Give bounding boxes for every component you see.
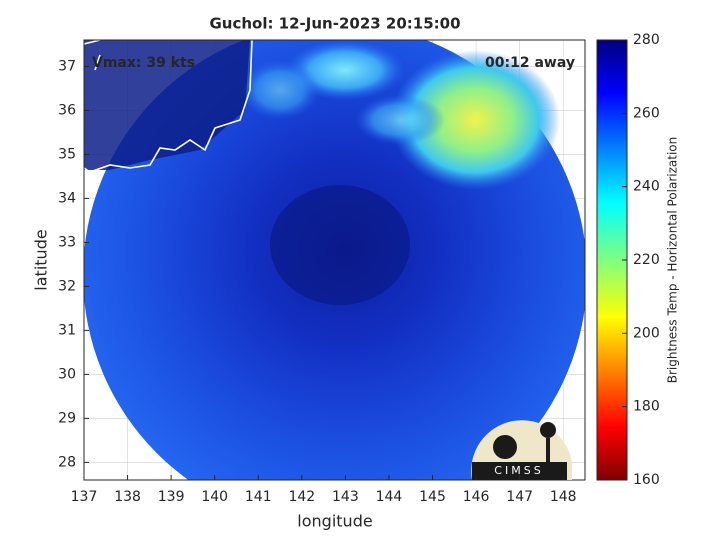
x-tick-label: 140 (201, 489, 228, 505)
logo: CIMSS (471, 420, 572, 480)
x-tick-label: 147 (506, 489, 533, 505)
x-tick-label: 137 (71, 489, 98, 505)
annotation: 00:12 away (485, 55, 575, 71)
x-tick-label: 148 (550, 489, 577, 505)
y-tick-label: 35 (58, 146, 76, 162)
logo-text: CIMSS (494, 464, 543, 477)
colorbar-tick-label: 220 (633, 252, 660, 268)
x-tick-label: 141 (245, 489, 272, 505)
satellite-image (84, 40, 585, 480)
y-tick-label: 30 (58, 366, 76, 382)
colorbar-tick-label: 160 (633, 472, 660, 488)
x-axis-label: longitude (297, 512, 372, 531)
y-tick-label: 34 (58, 190, 76, 206)
y-tick-label: 37 (58, 58, 76, 74)
colorbar-tick-label: 240 (633, 179, 660, 195)
colorbar-tick-label: 180 (633, 399, 660, 415)
plot-border (83, 39, 586, 481)
y-tick-label: 31 (58, 322, 76, 338)
x-tick-label: 146 (463, 489, 490, 505)
colorbar-tick-label: 280 (633, 32, 660, 48)
y-axis-label: latitude (32, 229, 51, 290)
y-tick-label: 33 (58, 234, 76, 250)
y-tick-label: 29 (58, 410, 76, 426)
colorbar-tick-label: 200 (633, 325, 660, 341)
x-tick-label: 144 (376, 489, 403, 505)
colorbar-label: Brightness Temp - Horizontal Polarizatio… (666, 137, 680, 384)
y-tick-label: 36 (58, 102, 76, 118)
chart-title: Guchol: 12-Jun-2023 20:15:00 (209, 15, 460, 33)
x-tick-label: 143 (332, 489, 359, 505)
annotation: Vmax: 39 kts (92, 55, 195, 71)
x-tick-label: 139 (158, 489, 185, 505)
x-tick-label: 145 (419, 489, 446, 505)
colorbar-tick-label: 260 (633, 105, 660, 121)
x-tick-label: 142 (288, 489, 315, 505)
x-tick-label: 138 (114, 489, 141, 505)
y-tick-label: 28 (58, 454, 76, 470)
y-tick-label: 32 (58, 278, 76, 294)
